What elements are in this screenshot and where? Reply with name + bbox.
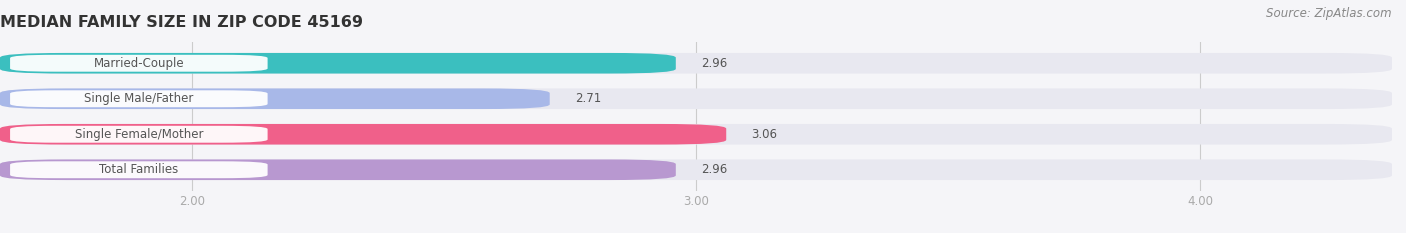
FancyBboxPatch shape <box>0 89 550 109</box>
FancyBboxPatch shape <box>10 126 267 143</box>
Text: 2.96: 2.96 <box>702 163 727 176</box>
Text: Married-Couple: Married-Couple <box>94 57 184 70</box>
Text: Total Families: Total Families <box>100 163 179 176</box>
FancyBboxPatch shape <box>0 159 676 180</box>
FancyBboxPatch shape <box>0 159 1392 180</box>
FancyBboxPatch shape <box>10 55 267 72</box>
FancyBboxPatch shape <box>10 90 267 107</box>
Text: MEDIAN FAMILY SIZE IN ZIP CODE 45169: MEDIAN FAMILY SIZE IN ZIP CODE 45169 <box>0 14 363 30</box>
FancyBboxPatch shape <box>0 124 727 144</box>
FancyBboxPatch shape <box>0 53 676 74</box>
FancyBboxPatch shape <box>0 53 1392 74</box>
FancyBboxPatch shape <box>0 89 1392 109</box>
Text: Source: ZipAtlas.com: Source: ZipAtlas.com <box>1267 7 1392 20</box>
FancyBboxPatch shape <box>0 124 1392 144</box>
Text: Single Male/Father: Single Male/Father <box>84 92 194 105</box>
Text: 2.71: 2.71 <box>575 92 602 105</box>
Text: Single Female/Mother: Single Female/Mother <box>75 128 202 141</box>
Text: 3.06: 3.06 <box>751 128 778 141</box>
Text: 2.96: 2.96 <box>702 57 727 70</box>
FancyBboxPatch shape <box>10 161 267 178</box>
